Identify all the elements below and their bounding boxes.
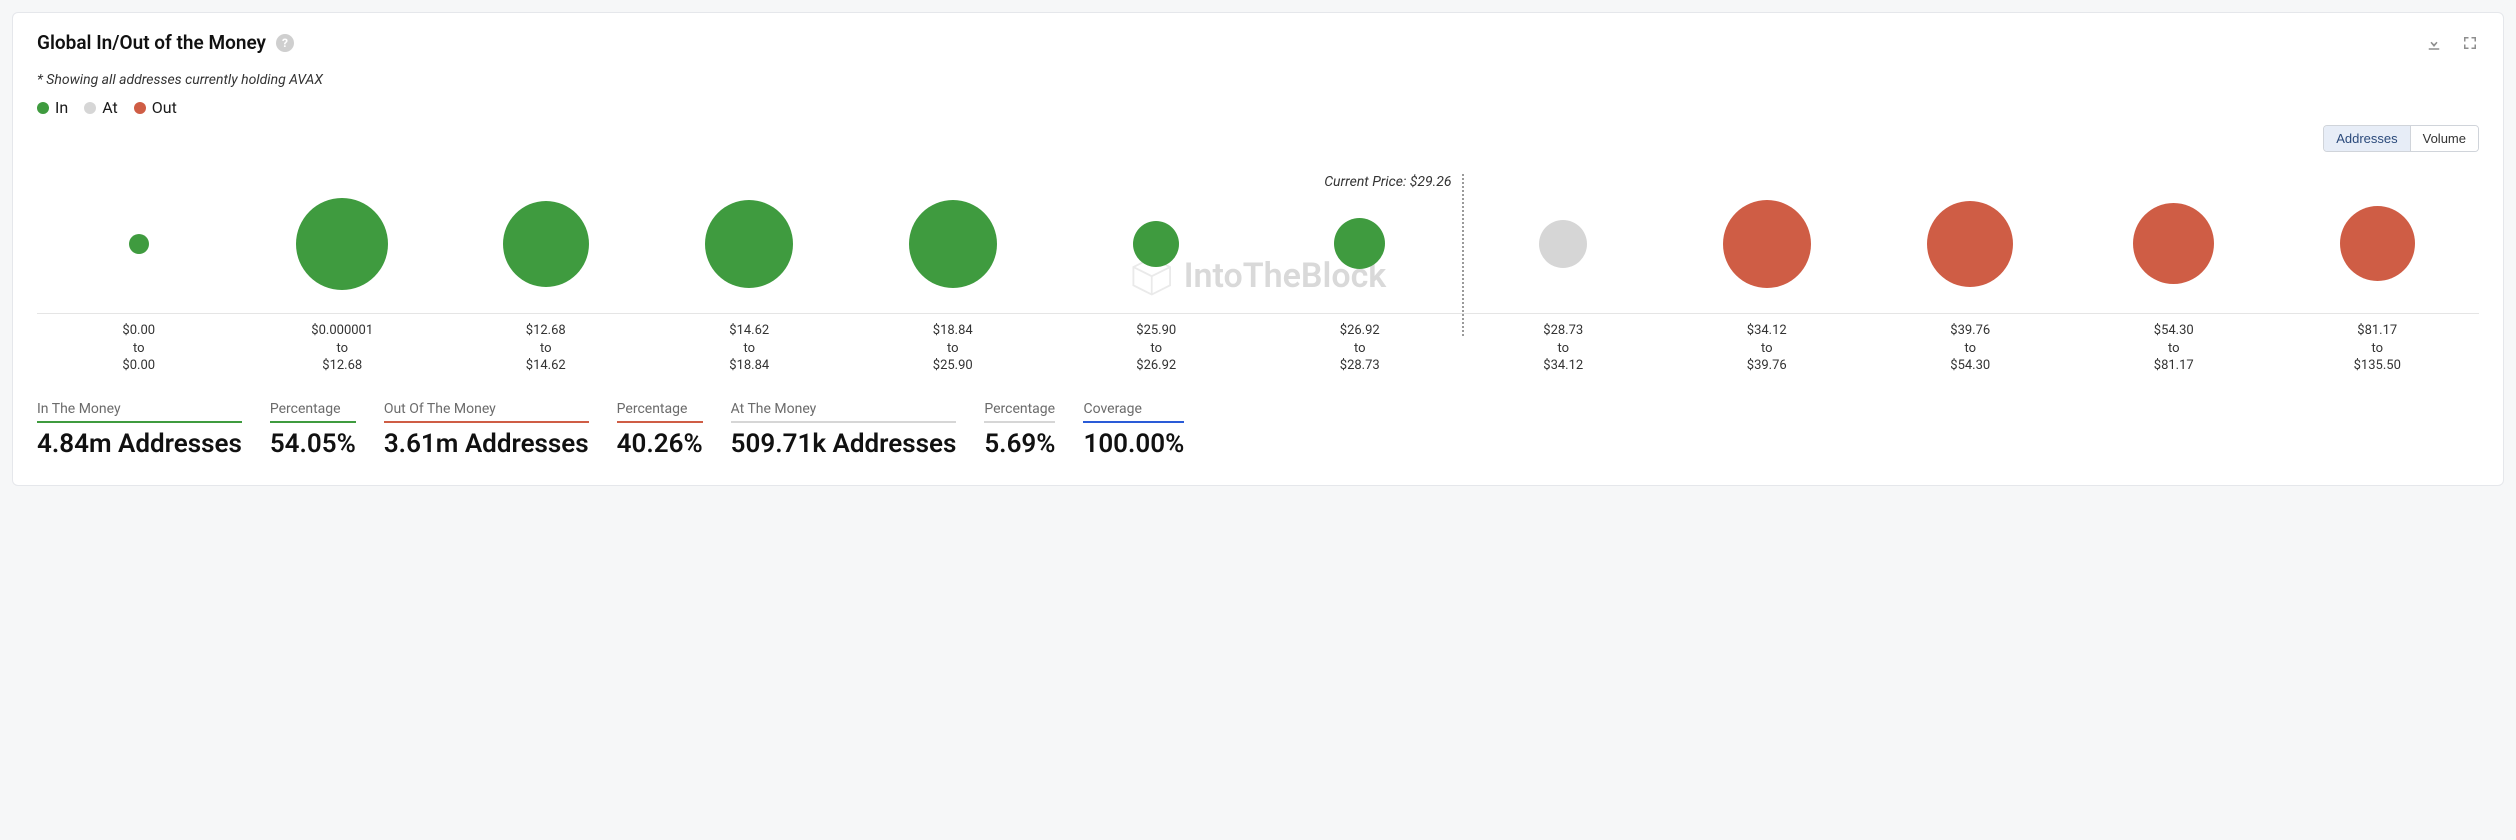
stat-block: In The Money 4.84m Addresses [37,401,242,459]
bubble-out[interactable] [1723,200,1811,288]
bubble-cell [1869,174,2073,313]
stat-block: At The Money 509.71k Addresses [731,401,957,459]
stat-label: Percentage [984,401,1055,423]
bubble-cell [444,174,648,313]
stat-label: Out Of The Money [384,401,589,423]
range-label: $0.00to$0.00 [37,322,241,375]
legend-label-at: At [102,98,118,117]
bubble-in[interactable] [1334,218,1385,269]
stat-value: 3.61m Addresses [384,429,589,459]
legend-label-out: Out [152,98,177,117]
range-label: $39.76to$54.30 [1869,322,2073,375]
legend-dot-in [37,102,49,114]
stat-value: 54.05% [270,429,356,459]
holding-note: * Showing all addresses currently holdin… [37,72,2479,88]
legend-dot-at [84,102,96,114]
card-title: Global In/Out of the Money [37,31,266,54]
card-header: Global In/Out of the Money ? [37,31,2479,54]
header-actions [2425,34,2479,52]
bubble-cell [1665,174,1869,313]
bubble-in[interactable] [1133,221,1179,267]
range-label: $26.92to$28.73 [1258,322,1462,375]
stat-block: Coverage 100.00% [1083,401,1184,459]
bubble-cell [1462,174,1666,313]
bubble-in[interactable] [705,200,793,288]
expand-icon[interactable] [2461,34,2479,52]
range-label: $28.73to$34.12 [1462,322,1666,375]
legend-dot-out [134,102,146,114]
bubble-cell [648,174,852,313]
bubble-cell [1258,174,1462,313]
legend-label-in: In [55,98,68,117]
legend-item-out: Out [134,98,177,117]
toggle-group: Addresses Volume [2323,125,2479,152]
stat-value: 509.71k Addresses [731,429,957,459]
bubble-cell [2072,174,2276,313]
stat-block: Percentage 54.05% [270,401,356,459]
bubble-out[interactable] [2133,203,2214,284]
range-label: $81.17to$135.50 [2276,322,2480,375]
stat-label: Percentage [617,401,703,423]
help-icon[interactable]: ? [276,34,294,52]
bubble-cell [241,174,445,313]
bubble-in[interactable] [909,200,997,288]
range-label: $14.62to$18.84 [648,322,852,375]
bubble-out[interactable] [2340,206,2415,281]
stat-value: 5.69% [984,429,1055,459]
stat-value: 40.26% [617,429,703,459]
stat-block: Percentage 40.26% [617,401,703,459]
bubble-in[interactable] [129,234,149,254]
bubble-in[interactable] [296,198,388,290]
legend-item-in: In [37,98,68,117]
bubble-out[interactable] [1927,201,2013,287]
toggle-addresses[interactable]: Addresses [2324,126,2409,151]
stat-value: 4.84m Addresses [37,429,242,459]
stat-block: Percentage 5.69% [984,401,1055,459]
bubble-cell [2276,174,2480,313]
chart: Current Price: $29.26 IntoTheBlock $0.00… [37,174,2479,375]
range-label: $25.90to$26.92 [1055,322,1259,375]
bubble-cell [851,174,1055,313]
bubble-at[interactable] [1539,220,1587,268]
range-label: $34.12to$39.76 [1665,322,1869,375]
range-label: $18.84to$25.90 [851,322,1055,375]
bubble-cell [1055,174,1259,313]
labels-row: $0.00to$0.00$0.000001to$12.68$12.68to$14… [37,322,2479,375]
bubble-cell [37,174,241,313]
stat-block: Out Of The Money 3.61m Addresses [384,401,589,459]
toggle-volume[interactable]: Volume [2410,126,2478,151]
range-label: $54.30to$81.17 [2072,322,2276,375]
legend: In At Out [37,98,2479,117]
range-label: $0.000001to$12.68 [241,322,445,375]
download-icon[interactable] [2425,34,2443,52]
range-label: $12.68to$14.62 [444,322,648,375]
legend-item-at: At [84,98,118,117]
title-wrap: Global In/Out of the Money ? [37,31,294,54]
stat-label: At The Money [731,401,957,423]
stats-row: In The Money 4.84m Addresses Percentage 54.… [37,401,2479,459]
view-toggle: Addresses Volume [37,125,2479,152]
stat-label: In The Money [37,401,242,423]
bubbles-row [37,174,2479,314]
stat-label: Coverage [1083,401,1184,423]
giom-card: Global In/Out of the Money ? * Showing a… [12,12,2504,486]
stat-value: 100.00% [1083,429,1184,459]
stat-label: Percentage [270,401,356,423]
bubble-in[interactable] [503,201,589,287]
